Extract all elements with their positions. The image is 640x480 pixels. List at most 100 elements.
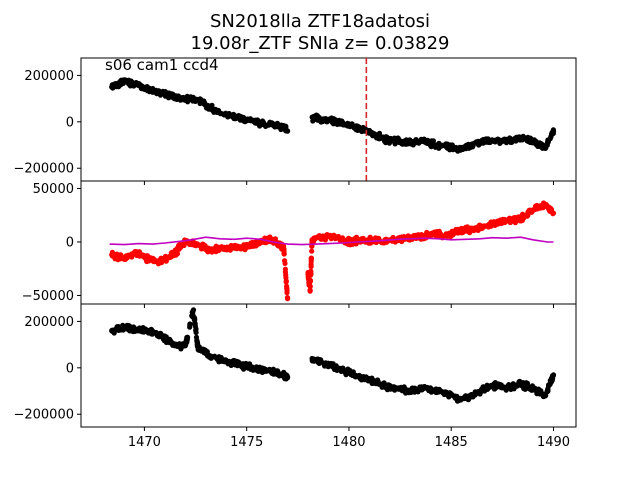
data-point <box>475 226 481 232</box>
data-point <box>427 142 434 149</box>
data-point <box>550 128 557 134</box>
data-point <box>236 361 242 367</box>
data-point <box>315 358 321 364</box>
panel-frame <box>80 180 577 305</box>
data-point <box>235 115 241 121</box>
data-point <box>496 220 502 227</box>
data-point <box>542 393 549 399</box>
data-point <box>109 327 115 333</box>
data-point <box>260 239 266 245</box>
points-middle <box>109 200 557 302</box>
data-point <box>166 255 172 261</box>
panel-bottom: −200000 0 200000 <box>13 303 577 431</box>
data-point <box>535 143 541 149</box>
data-point <box>129 79 135 85</box>
data-point <box>376 136 382 142</box>
data-point <box>134 252 140 259</box>
data-point <box>285 296 291 302</box>
data-point <box>283 278 289 284</box>
y-tick-label: 200000 <box>24 315 74 330</box>
data-point <box>314 234 320 240</box>
data-point <box>199 346 205 352</box>
data-point <box>536 386 542 392</box>
data-point <box>470 143 476 149</box>
data-point <box>193 327 199 333</box>
data-point <box>276 373 282 379</box>
x-tick-label: 1470 <box>128 435 161 450</box>
data-point <box>420 137 426 143</box>
data-point <box>113 84 120 90</box>
data-point <box>212 354 218 360</box>
data-point <box>323 116 329 122</box>
data-point <box>550 210 557 216</box>
data-point <box>309 248 315 254</box>
y-tick-label: 0 <box>66 115 74 130</box>
data-point <box>307 288 313 294</box>
data-point <box>457 396 463 402</box>
data-point <box>307 283 313 289</box>
data-point <box>518 216 524 222</box>
data-point <box>227 113 234 119</box>
field-annotation: s06 cam1 ccd4 <box>105 56 219 74</box>
data-point <box>494 384 500 390</box>
data-point <box>136 81 142 87</box>
data-point <box>409 389 415 395</box>
data-point <box>262 366 268 372</box>
data-point <box>284 285 290 291</box>
data-point <box>413 138 419 144</box>
points-bottom <box>109 307 557 404</box>
data-point <box>397 138 403 144</box>
y-tick-label: −200000 <box>13 162 74 177</box>
data-point <box>353 234 360 240</box>
x-tick-label: 1480 <box>332 435 365 450</box>
data-point <box>386 385 392 391</box>
data-point <box>281 248 287 255</box>
data-point <box>170 253 176 259</box>
data-point <box>545 386 551 393</box>
chart-title: SN2018lla ZTF18adatosi <box>210 11 430 32</box>
data-point <box>447 390 453 396</box>
data-point <box>158 255 164 261</box>
data-point <box>482 387 488 393</box>
data-point <box>221 244 227 250</box>
data-point <box>177 241 183 248</box>
data-point <box>190 307 197 313</box>
data-point <box>138 326 144 332</box>
data-point <box>244 117 250 123</box>
data-point <box>475 141 481 147</box>
data-point <box>329 116 335 122</box>
data-point <box>308 255 314 261</box>
data-point <box>389 137 396 143</box>
data-point <box>285 128 291 134</box>
y-tick-label: −50000 <box>22 289 74 304</box>
data-point <box>158 89 164 95</box>
data-point <box>282 124 288 131</box>
data-point <box>282 258 288 264</box>
data-point <box>347 242 353 248</box>
data-point <box>174 248 180 254</box>
data-point <box>348 123 354 129</box>
data-point <box>510 216 517 223</box>
data-point <box>534 391 540 397</box>
data-point <box>208 103 214 109</box>
data-point <box>450 144 456 151</box>
data-point <box>226 359 232 365</box>
data-point <box>150 85 156 92</box>
data-point <box>207 354 213 360</box>
data-point <box>162 93 168 99</box>
chart-subtitle: 19.08r_ZTF SNIa z= 0.03829 <box>191 33 450 54</box>
data-point <box>531 139 538 145</box>
data-point <box>325 233 331 239</box>
data-point <box>544 142 550 148</box>
data-point <box>525 134 531 140</box>
data-point <box>270 366 276 372</box>
model-line <box>109 236 554 246</box>
data-point <box>141 254 147 260</box>
data-point <box>548 379 554 385</box>
data-point <box>223 112 229 118</box>
points-top <box>109 77 557 154</box>
data-point <box>116 327 122 333</box>
data-point <box>337 119 343 125</box>
data-point <box>506 215 513 221</box>
